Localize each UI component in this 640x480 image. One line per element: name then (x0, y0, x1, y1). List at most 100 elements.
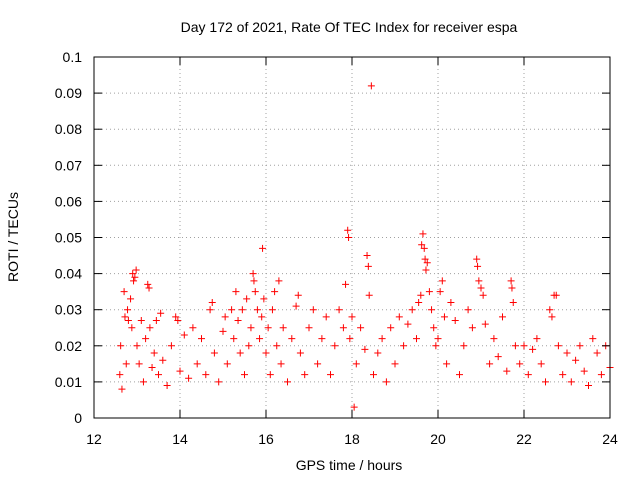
data-point (537, 360, 545, 368)
data-point (524, 371, 532, 379)
x-tick-label: 16 (258, 431, 274, 447)
data-point (271, 288, 279, 296)
data-point (301, 371, 309, 379)
data-point (404, 320, 412, 328)
data-point (116, 371, 124, 379)
data-point (507, 277, 515, 285)
data-point (408, 306, 416, 314)
data-point (221, 313, 229, 321)
data-point (423, 259, 431, 267)
data-point (440, 313, 448, 321)
data-point (434, 335, 442, 343)
data-point (144, 280, 152, 288)
x-tick-label: 12 (86, 431, 102, 447)
data-point (273, 342, 281, 350)
data-point (413, 335, 420, 343)
y-tick-label: 0.05 (55, 230, 82, 246)
y-tick-label: 0.02 (55, 338, 82, 354)
data-point (172, 313, 180, 321)
data-point (251, 288, 259, 296)
data-point (563, 349, 571, 357)
data-point (120, 288, 128, 296)
data-point (395, 313, 403, 321)
data-point (150, 349, 158, 357)
plot-border (93, 56, 611, 419)
data-point (400, 342, 408, 350)
data-point (118, 385, 126, 393)
data-point (250, 277, 258, 285)
data-point (198, 335, 205, 343)
data-point (245, 342, 253, 350)
data-point (361, 345, 369, 353)
data-point (155, 371, 162, 379)
data-point (253, 306, 261, 314)
data-point (180, 331, 188, 339)
data-point (314, 360, 322, 368)
data-point (206, 306, 214, 314)
data-point (258, 313, 266, 321)
data-point (443, 360, 451, 368)
data-point (305, 324, 313, 332)
y-tick-label: 0.04 (55, 266, 82, 282)
y-tick-label: 0.06 (55, 193, 82, 209)
data-point (352, 360, 360, 368)
x-axis-ticks: 12 14 16 18 20 22 24 (86, 57, 618, 447)
data-point (422, 266, 430, 274)
data-point (127, 295, 135, 303)
data-point (260, 295, 268, 303)
data-point (451, 317, 459, 325)
data-point (430, 324, 438, 332)
data-point (425, 288, 433, 296)
data-point (223, 360, 231, 368)
data-point (580, 367, 588, 375)
x-tick-label: 18 (344, 431, 360, 447)
data-point (185, 374, 193, 382)
data-point (370, 371, 377, 379)
data-point (262, 349, 270, 357)
data-point (264, 324, 272, 332)
data-point (365, 291, 373, 299)
data-point (350, 403, 358, 411)
data-point (511, 342, 519, 350)
data-point (117, 342, 125, 350)
data-point (529, 345, 537, 353)
data-point (133, 342, 141, 350)
data-point (546, 306, 554, 314)
data-point (346, 335, 354, 343)
data-point (189, 324, 197, 332)
data-point (554, 342, 562, 350)
data-point (275, 277, 283, 285)
data-point (121, 313, 129, 321)
data-point (428, 306, 436, 314)
y-tick-label: 0.09 (55, 85, 82, 101)
data-point (268, 306, 276, 314)
x-tick-label: 22 (516, 431, 532, 447)
data-point (417, 291, 425, 299)
data-point (348, 313, 356, 321)
data-point (559, 371, 567, 379)
data-point (259, 244, 267, 252)
data-point (124, 317, 132, 325)
data-point (585, 382, 592, 390)
data-point (342, 280, 350, 288)
data-point (589, 335, 597, 343)
data-point (236, 349, 244, 357)
data-point (542, 378, 549, 386)
data-point (238, 306, 246, 314)
data-point (232, 288, 240, 296)
data-point (228, 306, 236, 314)
data-point (432, 342, 440, 350)
data-point (249, 270, 257, 278)
data-point (503, 367, 511, 375)
data-point (142, 335, 150, 343)
data-point (288, 335, 296, 343)
data-point (157, 309, 165, 317)
data-point (174, 317, 182, 325)
data-point (335, 306, 343, 314)
data-point (363, 252, 371, 260)
data-point (135, 360, 143, 368)
data-point (277, 360, 285, 368)
data-point (456, 371, 463, 379)
data-point (247, 324, 255, 332)
